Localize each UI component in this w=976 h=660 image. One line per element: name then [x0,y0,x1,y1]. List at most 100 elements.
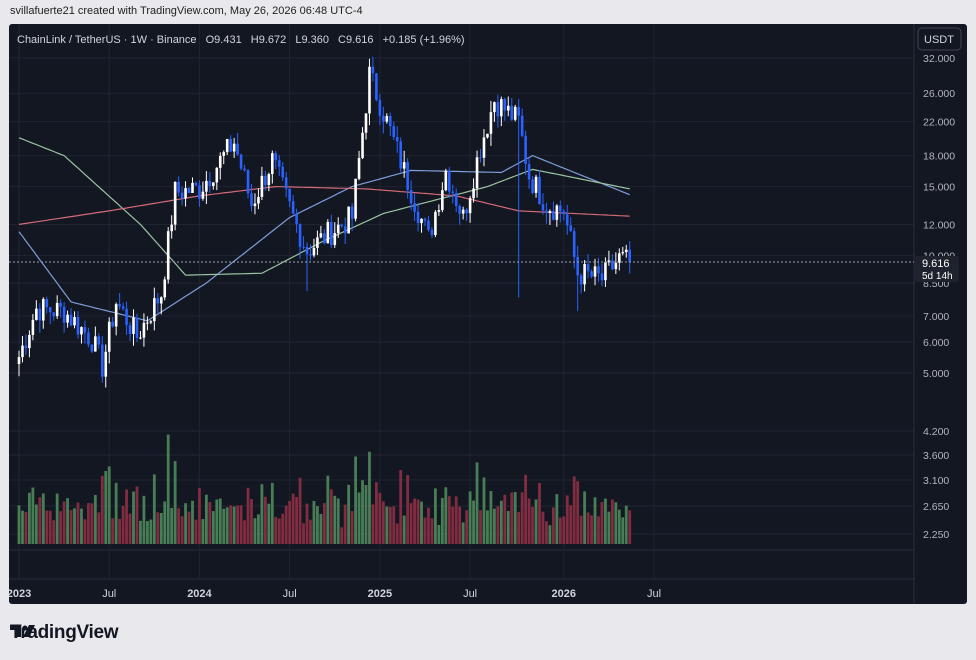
candle-body [139,337,142,339]
candle-body [343,226,347,234]
volume-bar [173,461,177,544]
candle-body [305,246,309,255]
candle-body [225,139,229,153]
volume-bar [111,518,115,544]
volume-bar [132,491,135,544]
volume-bar [45,510,49,544]
candle-body [97,336,101,345]
candle-body [406,162,409,191]
candle-body [229,139,232,152]
volume-bar [93,495,97,544]
volume-bar [503,494,507,544]
candle-body [316,237,319,248]
candle-body [590,271,593,277]
volume-bar [458,506,462,544]
time-tick-label: 2025 [368,588,392,600]
volume-bar [100,475,104,544]
volume-bar [152,474,156,544]
candle-body [618,253,621,263]
candle-body [260,175,264,197]
volume-bar [184,503,187,544]
volume-bar [385,506,389,544]
volume-bar [17,505,21,544]
candle-body [447,170,451,192]
symbol-label: ChainLink / TetherUS · 1W · Binance [17,34,197,46]
volume-bar [350,511,354,544]
candle-body [465,209,468,214]
volume-bar [357,492,361,544]
volume-tick-label: 4.200 [923,426,949,438]
volume-bar [97,512,101,544]
currency-button[interactable]: USDT [917,27,962,51]
candle-body [302,246,305,248]
volume-bar [55,493,59,544]
candle-body [87,332,90,345]
candle-body [350,206,354,219]
candle-body [538,176,541,205]
volume-bar [406,474,410,544]
candle-body [333,233,337,246]
volume-bar [135,486,139,544]
volume-bar [583,491,587,544]
volume-bar [177,508,181,544]
volume-bar [572,476,576,544]
candle-body [281,166,285,178]
candle-body [555,205,559,220]
candle-body [205,180,208,192]
candle-body [576,256,579,276]
volume-bar [461,522,465,544]
candle-body [506,105,510,111]
candle-body [264,175,267,186]
volume-bar [531,506,534,544]
volume-bar [586,512,590,544]
candle-body [444,170,448,191]
candle-body [212,182,215,186]
candle-body [611,260,614,270]
candle-body [475,157,479,189]
volume-bar [48,510,52,544]
price-chart[interactable]: 32.00026.00022.00018.00015.00012.00010.0… [9,24,967,604]
volume-bar [257,514,260,544]
candle-body [378,99,382,116]
volume-bar [194,519,198,544]
volume-bar [90,503,94,544]
volume-bar [614,502,618,544]
candle-body [198,185,201,199]
candle-body [28,334,31,349]
chart-panel[interactable]: 32.00026.00022.00018.00015.00012.00010.0… [9,24,967,604]
time-tick-label: 2026 [552,588,576,600]
candle-body [66,314,69,323]
candle-body [246,170,250,194]
volume-bar [114,482,118,544]
volume-bar [427,507,430,544]
volume-bar [506,511,510,544]
volume-bar [170,508,174,544]
candle-body [215,167,219,183]
volume-bar [534,499,538,544]
volume-bar [298,477,302,544]
price-tick-label: 12.000 [923,219,955,231]
candle-body [107,321,111,352]
volume-bar [274,516,278,544]
candle-body [597,266,600,274]
candle-body [94,336,97,352]
volume-bar [139,520,142,544]
volume-bar [34,504,38,544]
last-price-tag: 9.616 5d 14h [915,256,959,282]
volume-bar [454,496,458,544]
volume-bar [447,496,451,544]
candle-body [430,229,434,236]
candle-body [177,181,180,193]
volume-bar [607,511,611,544]
candle-body [41,299,45,321]
time-tick-label: Jul [463,588,477,600]
volume-bar [229,505,233,544]
volume-bar [569,505,573,544]
volume-bars [17,434,632,544]
volume-bar [191,500,194,544]
candle-body [288,188,291,202]
volume-bar [66,498,69,544]
volume-bar [354,456,357,544]
candle-body [52,312,55,317]
candle-body [142,322,146,338]
